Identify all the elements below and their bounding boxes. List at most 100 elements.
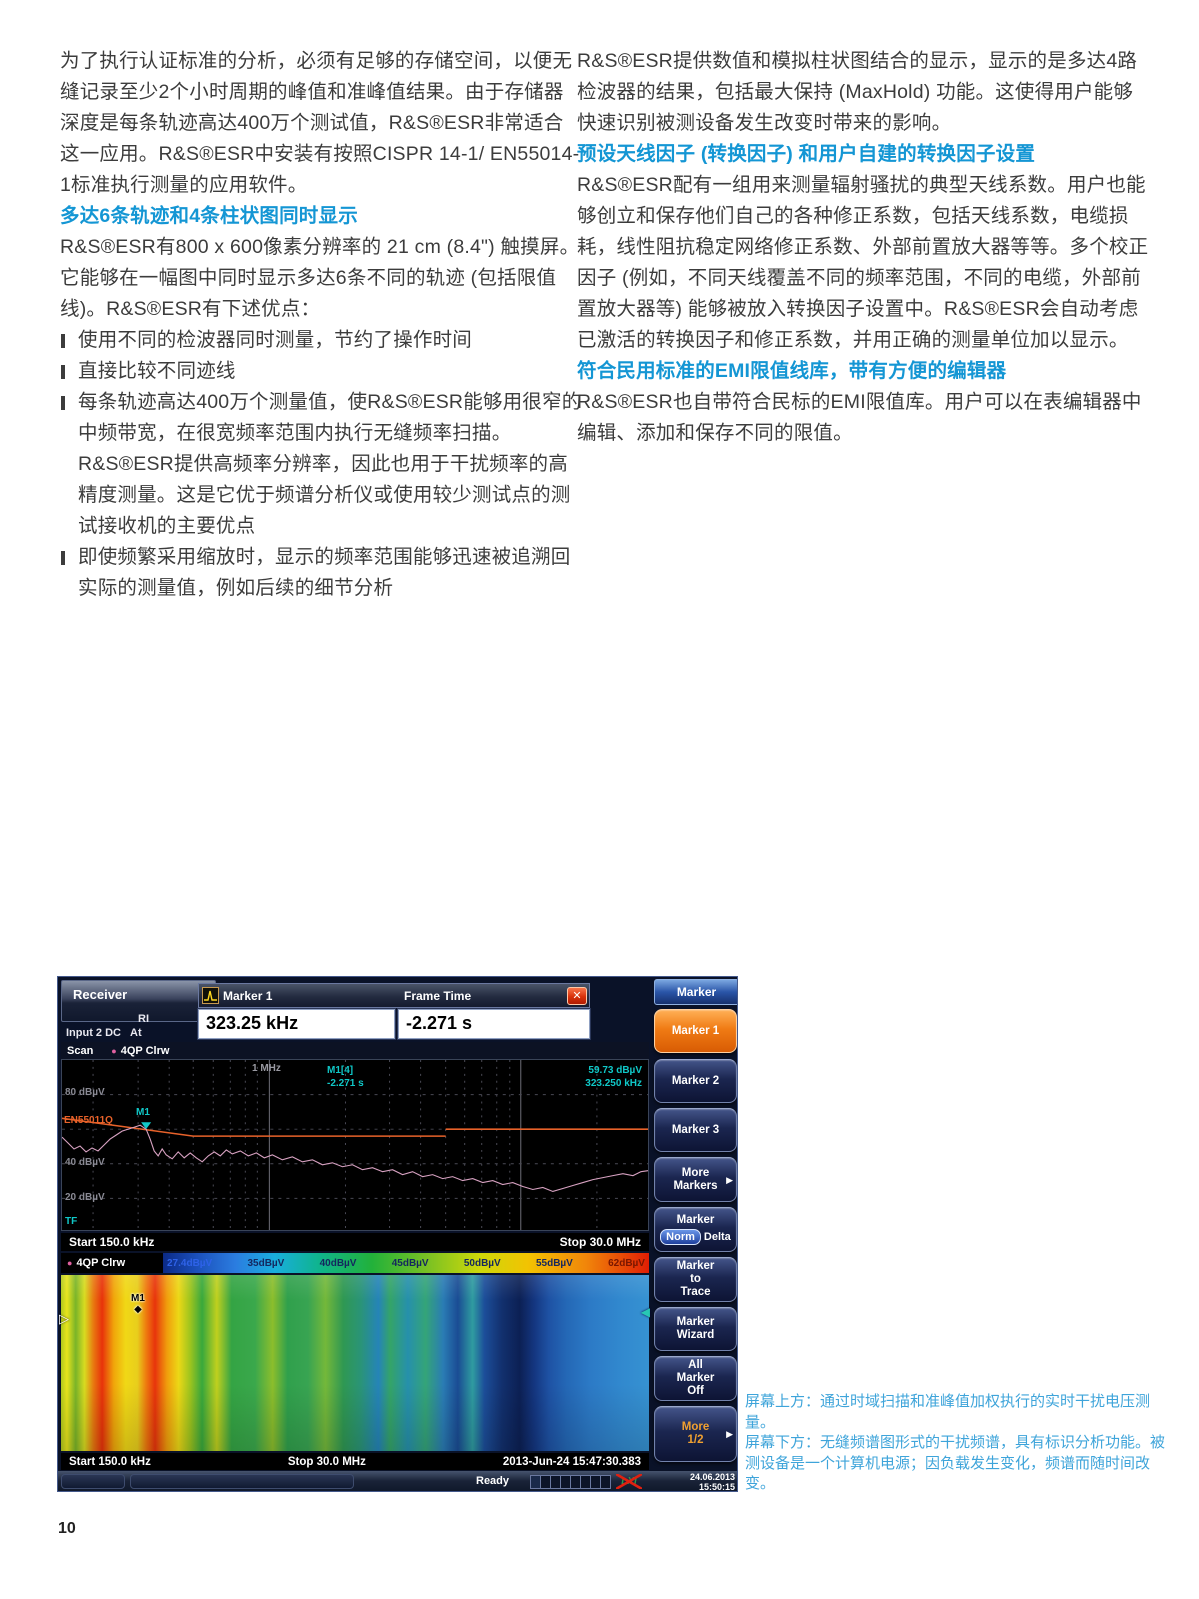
list-item: 即使频繁采用缩放时，显示的频率范围能够迅速被追溯回实际的测量值，例如后续的细节分… xyxy=(60,542,582,604)
color-scale-gradient: 27.4dBµV 35dBµV 40dBµV 45dBµV 50dBµV 55d… xyxy=(163,1253,649,1273)
lxi-icon: LXI xyxy=(616,1474,642,1489)
y-axis-label: 40 dBµV xyxy=(65,1157,105,1168)
frame-timestamp: 2013-Jun-24 15:47:30.383 xyxy=(502,1455,641,1468)
spectrogram-trace-chip: ● 4QP Clrw xyxy=(61,1253,163,1273)
marker-frequency: 323.250 kHz xyxy=(585,1078,642,1089)
softkey-marker-2[interactable]: Marker 2 xyxy=(654,1059,737,1103)
scale-tick: 55dBµV xyxy=(535,1257,573,1269)
progress-segment xyxy=(591,1475,601,1489)
page-number: 10 xyxy=(58,1520,76,1537)
close-icon[interactable]: ✕ xyxy=(567,987,587,1005)
section-heading: 多达6条轨迹和4条柱状图同时显示 xyxy=(60,205,358,227)
datetime-display: 24.06.2013 15:50:15 xyxy=(689,1472,735,1492)
softkey-label: More Markers xyxy=(673,1166,718,1192)
softkey-label: More 1/2 xyxy=(681,1421,710,1446)
spectrogram-scale-row: ● 4QP Clrw 27.4dBµV 35dBµV 40dBµV 45dBµV… xyxy=(61,1253,649,1273)
right-column: R&S®ESR提供数值和模拟柱状图结合的显示，显示的是多达4路检波器的结果，包括… xyxy=(577,46,1149,449)
marker-dialog: Marker 1 Frame Time ✕ 323.25 kHz -2.271 … xyxy=(198,983,590,1041)
scale-tick: 27.4dBµV xyxy=(167,1257,213,1269)
norm-toggle[interactable]: Norm xyxy=(660,1229,701,1245)
spectrogram-marker-flag: M1 ◆ xyxy=(131,1293,145,1315)
softkey-more-markers[interactable]: More Markers ▶ xyxy=(654,1157,737,1202)
progress-bar xyxy=(530,1475,611,1489)
progress-segment xyxy=(601,1475,611,1489)
plot-canvas xyxy=(62,1060,648,1230)
softkey-marker-3[interactable]: Marker 3 xyxy=(654,1108,737,1152)
paragraph: R&S®ESR提供数值和模拟柱状图结合的显示，显示的是多达4路检波器的结果，包括… xyxy=(577,50,1138,134)
header-fragment-att: At xyxy=(130,1027,142,1039)
limit-line xyxy=(62,1117,648,1137)
spectrogram-info-bar: Start 150.0 kHz Stop 30.0 MHz 2013-Jun-2… xyxy=(61,1453,649,1470)
softkey-marker-to-trace[interactable]: Marker to Trace xyxy=(654,1257,737,1302)
marker-level: 59.73 dBµV xyxy=(588,1065,642,1076)
limit-line-label: EN55011Q xyxy=(64,1115,113,1126)
marker-diamond-icon: ◆ xyxy=(134,1304,142,1315)
softkey-menu-header: Marker xyxy=(654,979,737,1005)
status-button[interactable] xyxy=(61,1474,125,1489)
spectrogram-left-handle-icon[interactable]: ▷ xyxy=(59,1311,69,1326)
stop-frequency: Stop 30.0 MHz xyxy=(559,1235,641,1249)
bullet-text: 即使频繁采用缩放时，显示的频率范围能够迅速被追溯回实际的测量值，例如后续的细节分… xyxy=(78,546,571,599)
lxi-disconnected-cross-icon xyxy=(616,1474,642,1489)
qp-trace xyxy=(62,1124,648,1193)
marker-dialog-title: Marker 1 xyxy=(223,989,273,1003)
tab-label: Receiver xyxy=(73,987,128,1002)
progress-segment xyxy=(571,1475,581,1489)
list-item: 使用不同的检波器同时测量，节约了操作时间 xyxy=(60,325,582,356)
softkey-marker-norm-delta[interactable]: Marker Norm Delta xyxy=(654,1207,737,1252)
paragraph: R&S®ESR有800 x 600像素分辨率的 21 cm (8.4") 触摸屏… xyxy=(60,236,580,320)
marker-flag: M1 xyxy=(136,1107,150,1118)
scale-tick: 50dBµV xyxy=(463,1257,501,1269)
marker-flag: M1 xyxy=(131,1293,145,1304)
trace-label: 4QP Clrw xyxy=(76,1257,126,1269)
frequency-range-bar: Start 150.0 kHz Stop 30.0 MHz xyxy=(61,1233,649,1251)
marker-frequency-input[interactable]: 323.25 kHz xyxy=(198,1009,395,1039)
trace-label: 4QP Clrw xyxy=(120,1044,170,1057)
bullet-text: 使用不同的检波器同时测量，节约了操作时间 xyxy=(78,329,473,351)
tab-scan[interactable]: Scan xyxy=(67,1044,94,1057)
marker-readout-left: M1[4] -2.271 s xyxy=(327,1064,364,1090)
spectrum-thumbnail-icon xyxy=(202,987,219,1004)
progress-segment xyxy=(541,1475,551,1489)
list-item: 每条轨迹高达400万个测量值，使R&S®ESR能够用很窄的中频带宽，在很宽频率范… xyxy=(60,387,582,542)
marker-readout-right: 59.73 dBµV 323.250 kHz xyxy=(585,1064,642,1090)
softkey-label: Marker xyxy=(676,1214,715,1226)
list-item: 直接比较不同迹线 xyxy=(60,356,582,387)
start-frequency: Start 150.0 kHz xyxy=(69,1235,155,1249)
spectrogram[interactable]: M1 ◆ ▷ ◀ xyxy=(59,1275,650,1451)
submenu-arrow-icon: ▶ xyxy=(726,1174,733,1185)
softkey-more-1-2[interactable]: More 1/2 ▶ xyxy=(654,1406,737,1462)
submenu-arrow-icon: ▶ xyxy=(726,1429,733,1439)
bullet-text: 每条轨迹高达400万个测量值，使R&S®ESR能够用很窄的中频带宽，在很宽频率范… xyxy=(78,391,582,537)
caption-line: 屏幕上方：通过时域扫描和准峰值加权执行的实时干扰电压测量。 xyxy=(745,1393,1151,1431)
scan-tab-row: Scan ● 4QP Clrw xyxy=(61,1042,649,1059)
softkey-marker-1[interactable]: Marker 1 xyxy=(654,1009,737,1053)
stop-frequency: Stop 30.0 MHz xyxy=(287,1455,366,1468)
header-fragment-rf: RI xyxy=(138,1013,149,1025)
softkey-marker-wizard[interactable]: Marker Wizard xyxy=(654,1307,737,1351)
figure-caption: 屏幕上方：通过时域扫描和准峰值加权执行的实时干扰电压测量。 屏幕下方：无缝频谱图… xyxy=(745,1392,1169,1495)
marker-triangle-icon xyxy=(141,1122,152,1130)
status-bar: Ready LXI 24.06.2013 15:50:15 xyxy=(58,1471,737,1492)
spectrogram-right-handle-icon[interactable]: ◀ xyxy=(640,1305,650,1319)
scale-tick: 45dBµV xyxy=(391,1257,429,1269)
instrument-screenshot: Receiver RI Input 2 DC At Marker 1 Frame… xyxy=(57,976,738,1492)
bullet-icon xyxy=(61,365,65,379)
status-button[interactable] xyxy=(130,1474,354,1489)
scale-tick: 35dBµV xyxy=(247,1257,285,1269)
tab-receiver[interactable]: Receiver xyxy=(61,980,216,1022)
paragraph: 为了执行认证标准的分析，必须有足够的存储空间，以便无缝记录至少2个小时周期的峰值… xyxy=(60,50,580,196)
softkey-all-marker-off[interactable]: All Marker Off xyxy=(654,1356,737,1401)
x-axis-label: 1 MHz xyxy=(252,1063,281,1074)
section-heading: 符合民用标准的EMI限值线库，带有方便的编辑器 xyxy=(577,360,1007,382)
frame-time-input[interactable]: -2.271 s xyxy=(398,1009,590,1039)
bullet-icon xyxy=(61,551,65,565)
scale-tick: 40dBµV xyxy=(319,1257,357,1269)
spectrum-plot[interactable]: 80 dBµV 40 dBµV 20 dBµV 1 MHz M1[4] -2.2… xyxy=(61,1059,649,1231)
delta-toggle[interactable]: Delta xyxy=(703,1230,731,1243)
bullet-icon xyxy=(61,334,65,348)
y-axis-label: 20 dBµV xyxy=(65,1192,105,1203)
progress-segment xyxy=(581,1475,591,1489)
bullet-text: 直接比较不同迹线 xyxy=(78,360,236,382)
trace-dot-icon: ● xyxy=(111,1045,117,1056)
